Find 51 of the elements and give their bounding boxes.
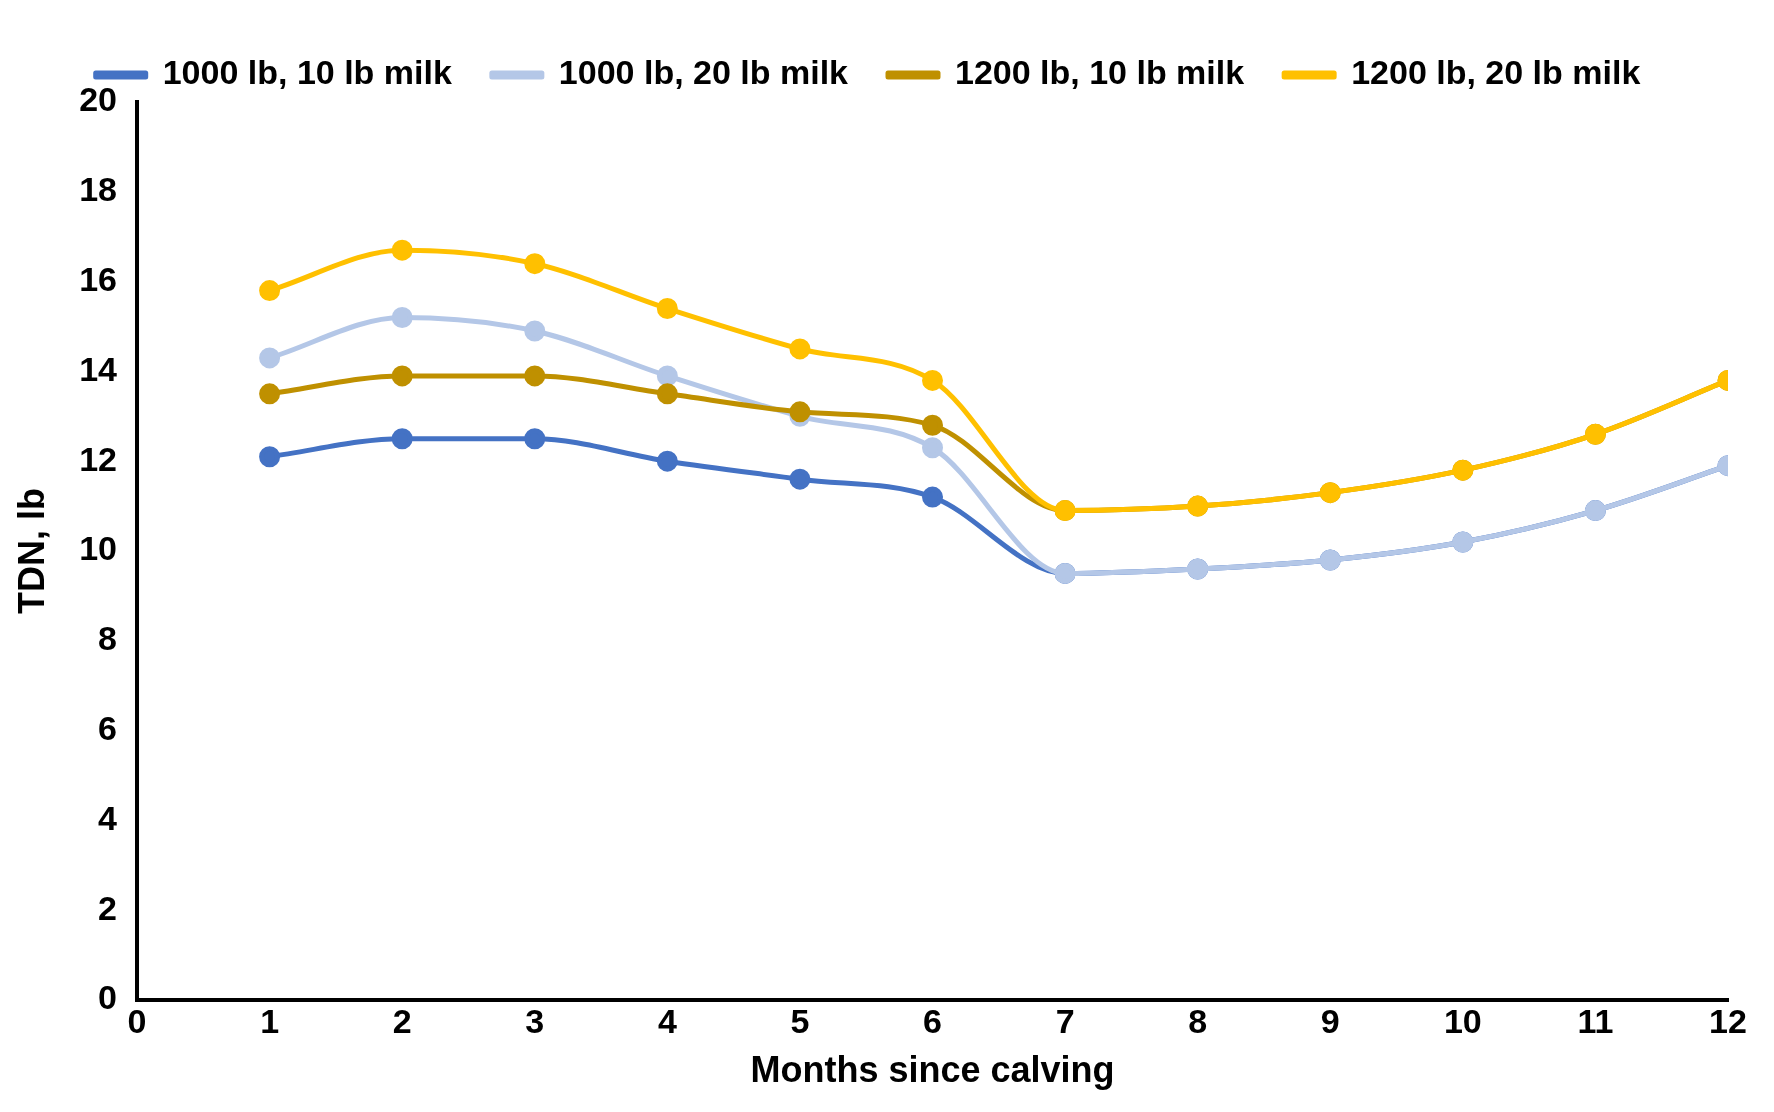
y-tick-label: 20 bbox=[79, 80, 118, 119]
point bbox=[391, 239, 413, 261]
x-tick-label: 10 bbox=[1443, 1001, 1482, 1040]
y-tick-label: 14 bbox=[79, 349, 118, 388]
y-tick-label: 12 bbox=[79, 439, 118, 478]
point bbox=[259, 383, 281, 405]
x-tick-label: 4 bbox=[657, 1001, 677, 1040]
point bbox=[922, 437, 944, 459]
point bbox=[656, 450, 678, 472]
y-tick-label: 2 bbox=[98, 888, 118, 927]
point bbox=[922, 486, 944, 508]
point bbox=[656, 298, 678, 320]
legend-label: 1200 lb, 20 lb milk bbox=[1351, 53, 1641, 92]
legend-label: 1200 lb, 10 lb milk bbox=[955, 53, 1245, 92]
legend-label: 1000 lb, 20 lb milk bbox=[558, 53, 849, 92]
y-axis-title: TDN, lb bbox=[10, 488, 52, 614]
point bbox=[524, 320, 546, 342]
point bbox=[391, 307, 413, 329]
y-tick-label: 6 bbox=[98, 708, 118, 747]
point bbox=[656, 383, 678, 405]
y-tick-label: 8 bbox=[98, 619, 118, 658]
x-tick-label: 8 bbox=[1188, 1001, 1208, 1040]
x-tick-label: 6 bbox=[923, 1001, 942, 1040]
x-tick-label: 5 bbox=[790, 1001, 810, 1040]
x-tick-label: 1 bbox=[260, 1001, 280, 1040]
point bbox=[922, 414, 944, 436]
y-tick-label: 10 bbox=[79, 529, 118, 568]
point bbox=[524, 428, 546, 450]
y-tick-label: 18 bbox=[79, 170, 118, 209]
y-tick-label: 16 bbox=[79, 259, 118, 298]
y-tick-label: 4 bbox=[98, 798, 118, 837]
point bbox=[259, 347, 281, 369]
point bbox=[789, 468, 811, 490]
point bbox=[259, 446, 281, 468]
point bbox=[922, 369, 944, 391]
point bbox=[524, 253, 546, 275]
x-tick-label: 11 bbox=[1577, 1001, 1614, 1040]
x-tick-label: 12 bbox=[1709, 1001, 1747, 1040]
point bbox=[391, 428, 413, 450]
point bbox=[524, 365, 546, 387]
x-tick-label: 9 bbox=[1320, 1001, 1340, 1040]
x-tick-label: 7 bbox=[1055, 1001, 1075, 1040]
point bbox=[789, 338, 811, 360]
point bbox=[259, 280, 281, 302]
x-axis-title: Months since calving bbox=[750, 1049, 1115, 1091]
point bbox=[391, 365, 413, 387]
legend-label: 1000 lb, 10 lb milk bbox=[162, 53, 452, 92]
x-tick-label: 3 bbox=[525, 1001, 545, 1040]
x-tick-label: 0 bbox=[127, 1001, 147, 1040]
point bbox=[656, 365, 678, 387]
x-tick-label: 2 bbox=[392, 1001, 412, 1040]
